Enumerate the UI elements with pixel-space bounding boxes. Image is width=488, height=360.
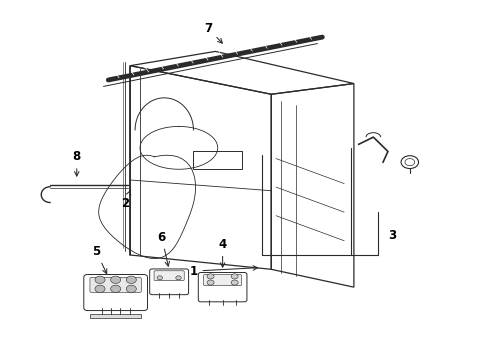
Circle shape bbox=[95, 276, 105, 283]
Circle shape bbox=[231, 274, 238, 279]
Circle shape bbox=[95, 285, 105, 293]
Polygon shape bbox=[90, 314, 141, 318]
FancyBboxPatch shape bbox=[83, 274, 147, 311]
Text: 5: 5 bbox=[92, 245, 106, 274]
Text: 4: 4 bbox=[218, 238, 226, 267]
Circle shape bbox=[157, 276, 162, 280]
Circle shape bbox=[206, 280, 214, 285]
FancyBboxPatch shape bbox=[154, 271, 184, 281]
Text: 3: 3 bbox=[387, 229, 395, 242]
FancyBboxPatch shape bbox=[90, 278, 141, 292]
Text: 2: 2 bbox=[121, 191, 130, 210]
Text: 8: 8 bbox=[73, 150, 81, 176]
Circle shape bbox=[126, 285, 136, 293]
Circle shape bbox=[404, 158, 414, 166]
Text: 1: 1 bbox=[189, 265, 257, 278]
Circle shape bbox=[110, 276, 121, 283]
FancyBboxPatch shape bbox=[149, 269, 188, 295]
FancyBboxPatch shape bbox=[198, 273, 246, 302]
Text: 6: 6 bbox=[158, 231, 169, 266]
Circle shape bbox=[206, 274, 214, 279]
Circle shape bbox=[110, 285, 121, 293]
Circle shape bbox=[231, 280, 238, 285]
Circle shape bbox=[175, 276, 181, 280]
Circle shape bbox=[126, 276, 136, 283]
FancyBboxPatch shape bbox=[203, 275, 241, 286]
Circle shape bbox=[400, 156, 418, 168]
Text: 7: 7 bbox=[203, 22, 222, 43]
